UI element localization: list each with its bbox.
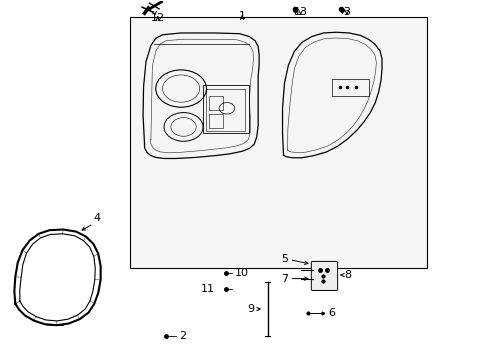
Text: 7: 7 [281, 274, 288, 284]
Text: 3: 3 [343, 7, 350, 17]
Text: 2: 2 [178, 331, 185, 341]
Text: 11: 11 [201, 284, 215, 294]
Bar [206, 89, 245, 131]
Text: 8: 8 [344, 270, 351, 280]
FancyBboxPatch shape [311, 261, 337, 291]
Text: 9: 9 [246, 304, 254, 314]
Text: 4: 4 [94, 213, 101, 223]
Bar [130, 17, 427, 268]
Text: 10: 10 [234, 268, 248, 278]
Text: 1: 1 [238, 11, 245, 21]
Text: 12: 12 [150, 13, 164, 23]
Text: 5: 5 [281, 254, 288, 264]
Bar [209, 114, 223, 128]
Text: 6: 6 [328, 309, 335, 318]
Bar [209, 96, 223, 110]
Text: 13: 13 [293, 7, 307, 17]
Bar [331, 78, 368, 96]
Bar [203, 85, 249, 134]
